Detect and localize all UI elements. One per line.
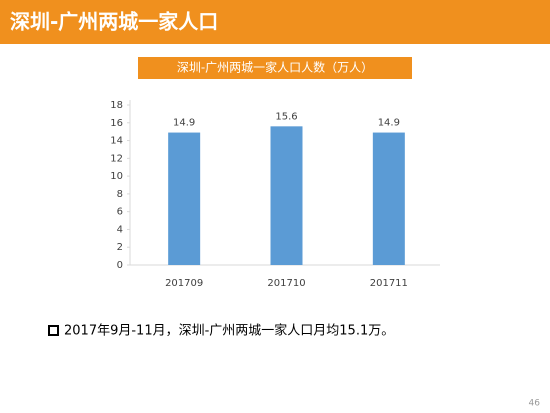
note: 2017年9月-11月，深圳-广州两城一家人口月均15.1万。 (64, 323, 394, 339)
header-bar (0, 0, 550, 44)
x-tick-label: 201711 (370, 278, 408, 289)
y-tick-label: 0 (117, 260, 123, 271)
bullet (48, 325, 59, 336)
data-label: 15.6 (275, 111, 297, 122)
bar (168, 132, 201, 265)
y-tick-label: 14 (110, 136, 123, 147)
y-tick-label: 2 (117, 242, 123, 253)
y-tick-label: 12 (110, 153, 123, 164)
y-tick-label: 18 (110, 100, 123, 111)
y-tick-label: 8 (117, 189, 123, 200)
y-tick-label: 6 (117, 207, 123, 218)
data-label: 14.9 (173, 118, 195, 129)
bar (270, 126, 303, 265)
y-tick-label: 10 (110, 171, 123, 182)
header-title: 深圳-广州两城一家人口 (10, 10, 218, 34)
data-label: 14.9 (378, 118, 400, 129)
y-tick-label: 4 (117, 224, 123, 235)
chart-title: 深圳-广州两城一家人口人数（万人） (177, 60, 373, 75)
page-number: 46 (529, 399, 541, 409)
x-tick-label: 201710 (267, 278, 305, 289)
y-tick-label: 16 (110, 118, 123, 129)
chart-title-box (138, 57, 412, 79)
bar (372, 132, 405, 265)
x-tick-label: 201709 (165, 278, 203, 289)
